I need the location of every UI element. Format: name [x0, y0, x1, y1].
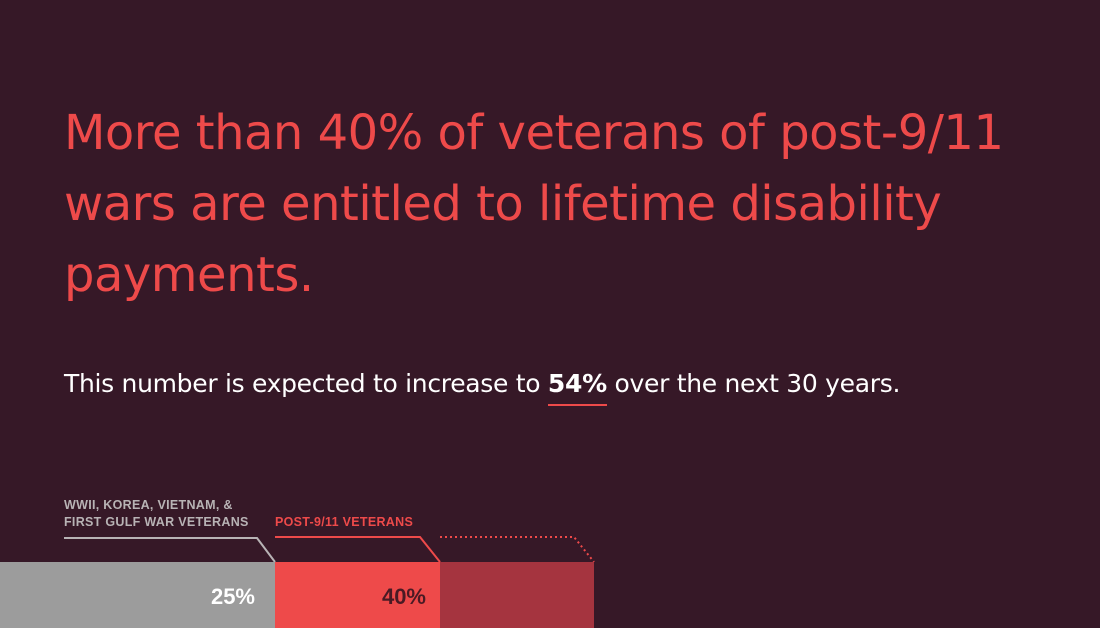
bar-post-911-projection	[440, 562, 594, 628]
bar-post-911	[275, 562, 440, 628]
headline: More than 40% of veterans of post-9/11 w…	[64, 105, 1004, 303]
series-label-earlier-wars-line-2: FIRST GULF WAR VETERANS	[64, 515, 249, 529]
leader-line-post-911	[275, 536, 441, 563]
series-label-earlier-wars: WWII, KOREA, VIETNAM, & FIRST GULF WAR V…	[64, 497, 249, 531]
value-label-post-911: 40%	[382, 584, 426, 609]
subline-highlight-value: 54%	[547, 369, 607, 406]
value-label-earlier-wars: 25%	[211, 584, 255, 609]
leader-line-earlier-wars	[64, 537, 276, 563]
subline-text-before: This number is expected to increase to	[64, 369, 548, 398]
series-label-post-911: POST-9/11 VETERANS	[275, 515, 414, 529]
leader-line-projection	[440, 536, 595, 563]
chart-leader-lines	[64, 536, 595, 563]
subline-text-after: over the next 30 years.	[606, 369, 901, 398]
subline: This number is expected to increase to 5…	[64, 364, 1064, 406]
chart-bars	[0, 562, 594, 628]
bar-earlier-wars	[0, 562, 275, 628]
chart-value-labels: 25% 40%	[211, 584, 426, 609]
series-label-earlier-wars-line-1: WWII, KOREA, VIETNAM, &	[64, 498, 233, 512]
